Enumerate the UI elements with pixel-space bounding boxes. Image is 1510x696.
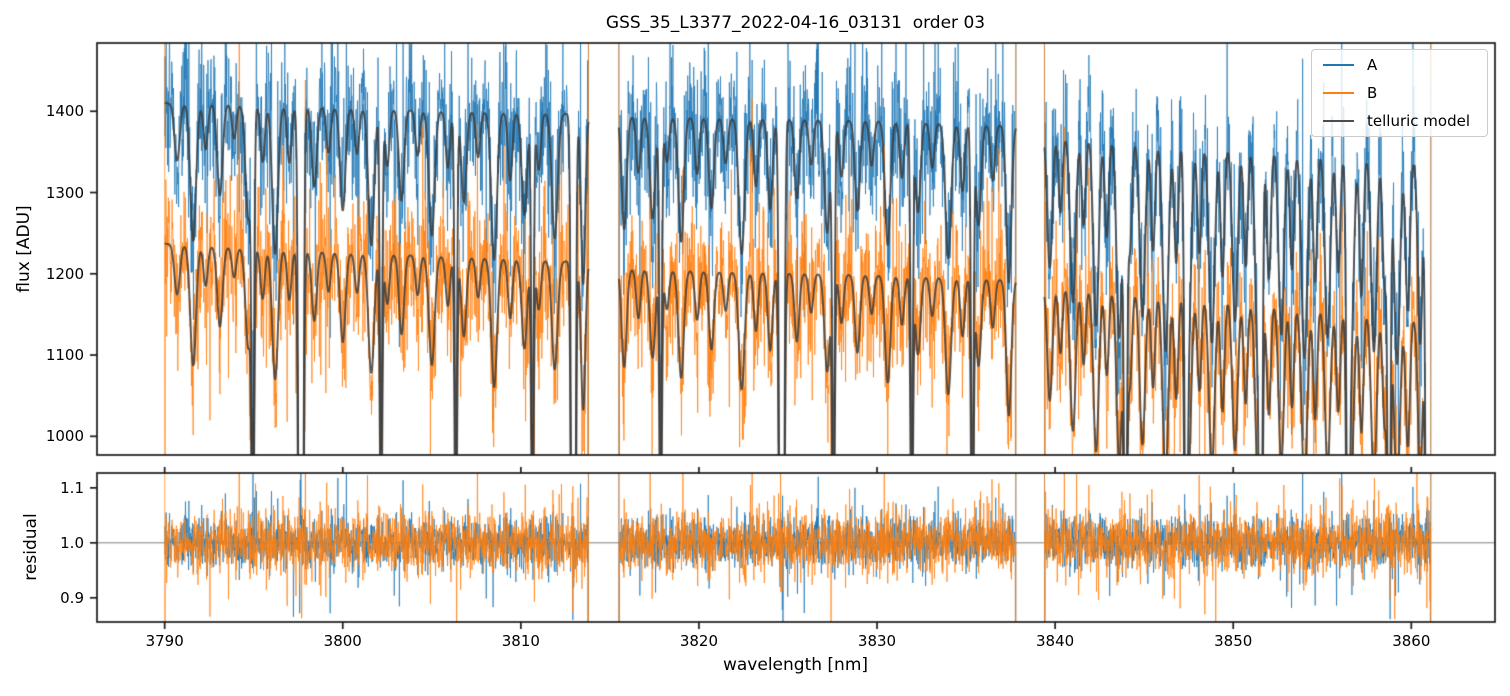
x-tick-label: 3830	[857, 632, 897, 650]
legend-label-b: B	[1367, 83, 1378, 102]
x-tick-label: 3810	[501, 632, 540, 650]
x-tick-label: 3800	[323, 632, 362, 650]
chart-title: GSS_35_L3377_2022-04-16_03131 order 03	[605, 13, 986, 33]
legend-entry-b: B	[1312, 79, 1487, 107]
x-tick-label: 3820	[679, 632, 719, 650]
y-tick-label-flux: 1300	[45, 183, 84, 202]
y-tick-label-flux: 1400	[45, 102, 84, 121]
legend-entry-telluric-model: telluric model	[1312, 107, 1487, 135]
legend-label-a: A	[1367, 55, 1378, 74]
legend-label-telluric-model: telluric model	[1367, 111, 1471, 130]
x-axis-label: wavelength [nm]	[722, 655, 869, 675]
y-tick-label-residual: 0.9	[60, 588, 84, 607]
legend-line-swatch-b	[1323, 92, 1354, 94]
y-tick-label-residual: 1.1	[60, 478, 84, 497]
legend-line-swatch-a	[1323, 64, 1354, 66]
y-tick-label-flux: 1000	[45, 427, 84, 446]
legend-line-swatch-telluric-model	[1323, 120, 1354, 122]
x-tick-label: 3840	[1036, 632, 1075, 650]
legend: A B telluric model	[1311, 49, 1488, 137]
x-tick-label: 3850	[1214, 632, 1253, 650]
y-tick-label-flux: 1100	[45, 346, 84, 365]
legend-entry-a: A	[1312, 51, 1487, 79]
x-tick-label: 3860	[1392, 632, 1431, 650]
y-tick-label-flux: 1200	[45, 264, 84, 283]
x-tick-label: 3790	[145, 632, 184, 650]
y-tick-label-residual: 1.0	[60, 533, 84, 552]
